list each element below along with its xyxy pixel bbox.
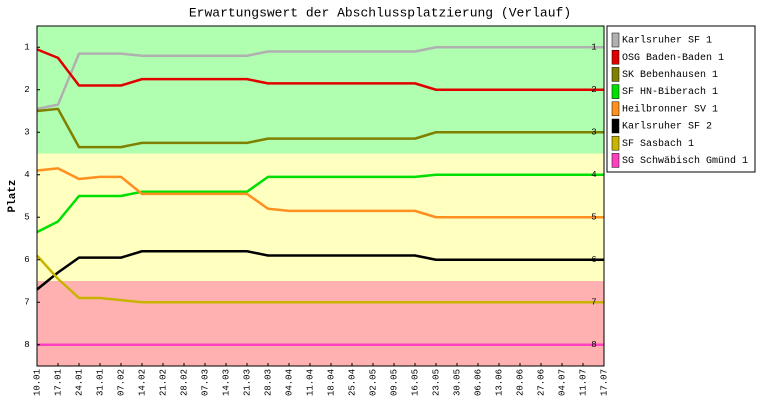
x-tick-label: 30.05 <box>452 369 462 396</box>
legend-swatch <box>611 118 620 134</box>
y-tick-label: 7 <box>24 298 29 308</box>
x-tick-label: 07.03 <box>200 369 210 396</box>
legend-label: SK Bebenhausen 1 <box>622 69 718 81</box>
x-tick-label: 02.05 <box>368 369 378 396</box>
y-tick-label-right: 7 <box>591 298 596 308</box>
y-tick-label-right: 3 <box>591 128 596 138</box>
series-line <box>36 46 604 111</box>
legend-swatch <box>611 84 620 99</box>
x-tick-label: 21.03 <box>242 369 252 396</box>
y-tick-label-right: 2 <box>591 85 596 95</box>
legend-swatch <box>611 67 620 82</box>
series-line <box>36 173 604 234</box>
x-tick-label: 17.01 <box>53 369 63 396</box>
legend-swatch <box>611 101 620 117</box>
x-tick-label: 21.02 <box>158 369 168 396</box>
y-tick-label: 1 <box>24 43 29 53</box>
legend-swatch <box>611 153 620 168</box>
x-tick-label: 17.07 <box>599 369 609 396</box>
x-tick-label: 11.04 <box>305 369 315 396</box>
chart-title: Erwartungswert der Abschlussplatzierung … <box>189 5 571 20</box>
legend-label: SG Schwäbisch Gmünd 1 <box>622 155 748 167</box>
series-line <box>36 254 604 304</box>
legend-label: Karlsruher SF 2 <box>622 121 712 133</box>
x-tick-label: 06.06 <box>473 369 483 396</box>
y-tick-label: 6 <box>24 255 29 265</box>
legend-swatch <box>611 49 620 65</box>
series-line <box>36 107 604 149</box>
x-tick-label: 04.07 <box>557 369 567 396</box>
band <box>37 281 604 366</box>
x-tick-label: 28.03 <box>263 369 273 396</box>
y-tick-label-right: 5 <box>591 213 596 223</box>
legend-label: OSG Baden-Baden 1 <box>622 52 724 64</box>
y-tick-label: 4 <box>24 170 29 180</box>
legend-label: Heilbronner SV 1 <box>622 103 718 115</box>
x-tick-label: 09.05 <box>389 369 399 396</box>
x-tick-label: 04.04 <box>284 369 294 396</box>
y-tick-label-right: 6 <box>591 255 596 265</box>
y-tick-label-right: 4 <box>591 170 596 180</box>
x-tick-label: 14.02 <box>137 369 147 396</box>
x-tick-label: 14.03 <box>221 369 231 396</box>
x-tick-label: 24.01 <box>74 369 84 396</box>
legend-swatch <box>611 135 620 151</box>
y-tick-label: 5 <box>24 213 29 223</box>
y-tick-label-right: 8 <box>591 340 596 350</box>
plot-border <box>36 25 605 367</box>
x-tick-label: 28.02 <box>179 369 189 396</box>
x-tick-label: 10.01 <box>32 369 42 396</box>
legend-swatch <box>611 32 620 48</box>
series-line <box>36 250 604 291</box>
y-axis-label: Platz <box>7 179 19 212</box>
lines <box>36 46 604 346</box>
y-tick-label: 8 <box>24 340 29 350</box>
legend-box <box>606 25 756 173</box>
x-tick-label: 18.04 <box>326 369 336 396</box>
series-line <box>36 167 604 219</box>
series-line <box>36 48 604 91</box>
y-tick-label: 3 <box>24 128 29 138</box>
x-tick-label: 07.02 <box>116 369 126 396</box>
legend-label: Karlsruher SF 1 <box>622 35 712 47</box>
x-tick-label: 27.06 <box>536 369 546 396</box>
x-tick-label: 23.05 <box>431 369 441 396</box>
x-tick-label: 16.05 <box>410 369 420 396</box>
legend-label: SF HN-Biberach 1 <box>622 86 718 98</box>
x-tick-label: 11.07 <box>578 369 588 396</box>
y-tick-label: 2 <box>24 85 29 95</box>
y-tick-label-right: 1 <box>591 43 596 53</box>
x-tick-label: 25.04 <box>347 369 357 396</box>
legend-label: SF Sasbach 1 <box>622 138 694 150</box>
x-tick-label: 20.06 <box>515 369 525 396</box>
x-tick-label: 31.01 <box>95 369 105 396</box>
x-tick-label: 13.06 <box>494 369 504 396</box>
